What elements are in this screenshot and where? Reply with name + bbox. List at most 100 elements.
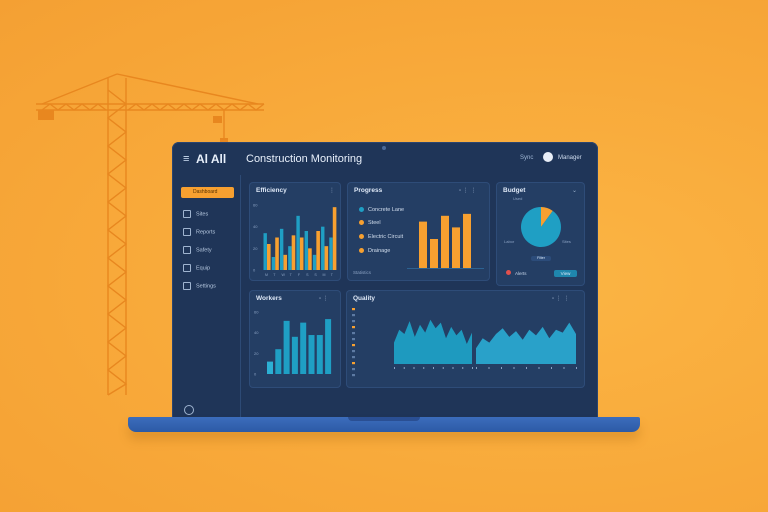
legend-label: Concrete Lane [368,207,405,213]
bar [304,231,309,270]
sidebar-item-equip[interactable]: Equip [183,264,210,272]
sync-label: Sync [520,155,534,161]
y-tick-label: 60 [253,203,258,208]
bar [329,237,333,270]
quality-chart [352,308,577,377]
bar [299,237,304,270]
efficiency-card: Efficiency ⋮ 60 40 20 0 M T W T F S S M T [249,182,341,281]
sidebar-item-label: Reports [196,229,216,236]
sidebar-item-sites[interactable]: Sites [183,210,208,218]
filter-input[interactable]: Filter [531,256,551,261]
y-tick-label: 60 [254,310,259,315]
sidebar-item-settings[interactable]: Settings [183,282,216,290]
equipment-icon [183,264,191,272]
x-tick-label: F [298,273,301,277]
card-title: Workers [256,295,282,302]
top-bar: ≡ Al All Construction Monitoring Sync Ma… [172,142,598,175]
shield-icon [183,246,191,254]
legend-label: Electric Circuit [368,234,404,240]
bar [283,254,288,270]
sidebar-item-label: Safety [196,247,212,254]
area-series [394,319,472,364]
legend-label: Steel [368,220,381,226]
bar [463,213,471,268]
legend-swatch [352,374,355,377]
x-tick [394,367,395,369]
chevron-down-icon[interactable]: ⌄ [572,188,578,194]
pie-label: Used [513,196,523,201]
y-tick-label: 0 [253,268,256,273]
filter-icon[interactable]: ▫ ⋮ ⋮ [552,296,570,302]
card-title: Progress [354,187,383,194]
page-title: Construction Monitoring [246,153,363,165]
x-tick-label: S [314,273,317,277]
sidebar-item-dashboard[interactable]: Dashboard [181,187,234,198]
bar [316,231,320,270]
sidebar-item-safety[interactable]: Safety [183,246,212,254]
x-tick [563,367,565,369]
hamburger-icon[interactable]: ≡ [183,153,190,165]
avatar[interactable] [543,152,553,162]
bar [324,246,329,270]
sidebar-item-label: Settings [196,283,216,290]
bar [325,319,332,374]
more-icon[interactable]: ⋮ [329,188,335,194]
x-tick [551,367,552,369]
power-icon[interactable] [184,405,194,415]
legend-item: Electric Circuit [359,234,403,240]
sidebar-item-reports[interactable]: Reports [183,228,215,236]
workers-chart: 60 40 20 0 [254,310,332,377]
legend-swatch [352,308,355,311]
pie-slice [541,207,553,227]
legend-swatch [352,332,355,335]
area-series [476,322,576,364]
x-tick [472,367,473,369]
bar [296,215,300,270]
settings-icon [183,282,191,290]
pie-slice [521,207,561,247]
quality-card: Quality ▫ ⋮ ⋮ [346,290,585,388]
bar [291,235,296,270]
view-button[interactable]: View [554,270,577,277]
bar [263,233,267,270]
bar [452,227,460,268]
sidebar-item-label: Equip [196,265,211,272]
webcam [382,146,386,150]
filter-icon[interactable]: ▫ ⋮ [319,296,329,302]
laptop-base [128,417,640,432]
legend-label: Drainage [368,248,391,254]
alert-icon [506,270,511,275]
bar [308,248,312,270]
x-tick [423,367,425,369]
bar [321,226,325,270]
user-name[interactable]: Manager [558,155,582,161]
bar [275,237,279,270]
app-name: Al All [196,152,227,166]
x-tick-label: T [273,273,276,277]
card-title: Quality [353,295,376,302]
filter-icon[interactable]: ▫ ⋮ ⋮ [459,188,477,194]
bar [441,215,449,268]
construction-crane-illustration [36,73,265,396]
x-tick [413,367,415,369]
x-tick [403,367,405,369]
x-tick [501,367,502,369]
bar [283,320,290,374]
legend-swatch [352,344,355,347]
legend-swatch [352,350,355,353]
legend-swatch [352,314,355,317]
x-tick [513,367,515,369]
legend-swatch [352,368,355,371]
y-tick-label: 0 [254,372,257,377]
bar [308,335,315,374]
legend-dot [359,234,364,240]
bar [312,254,317,270]
legend-swatch [352,326,355,329]
x-tick [433,367,434,369]
card-title: Efficiency [256,187,287,194]
bar [288,246,292,270]
progress-chart [407,213,484,269]
laptop-notch [348,417,420,421]
bar [267,361,273,374]
